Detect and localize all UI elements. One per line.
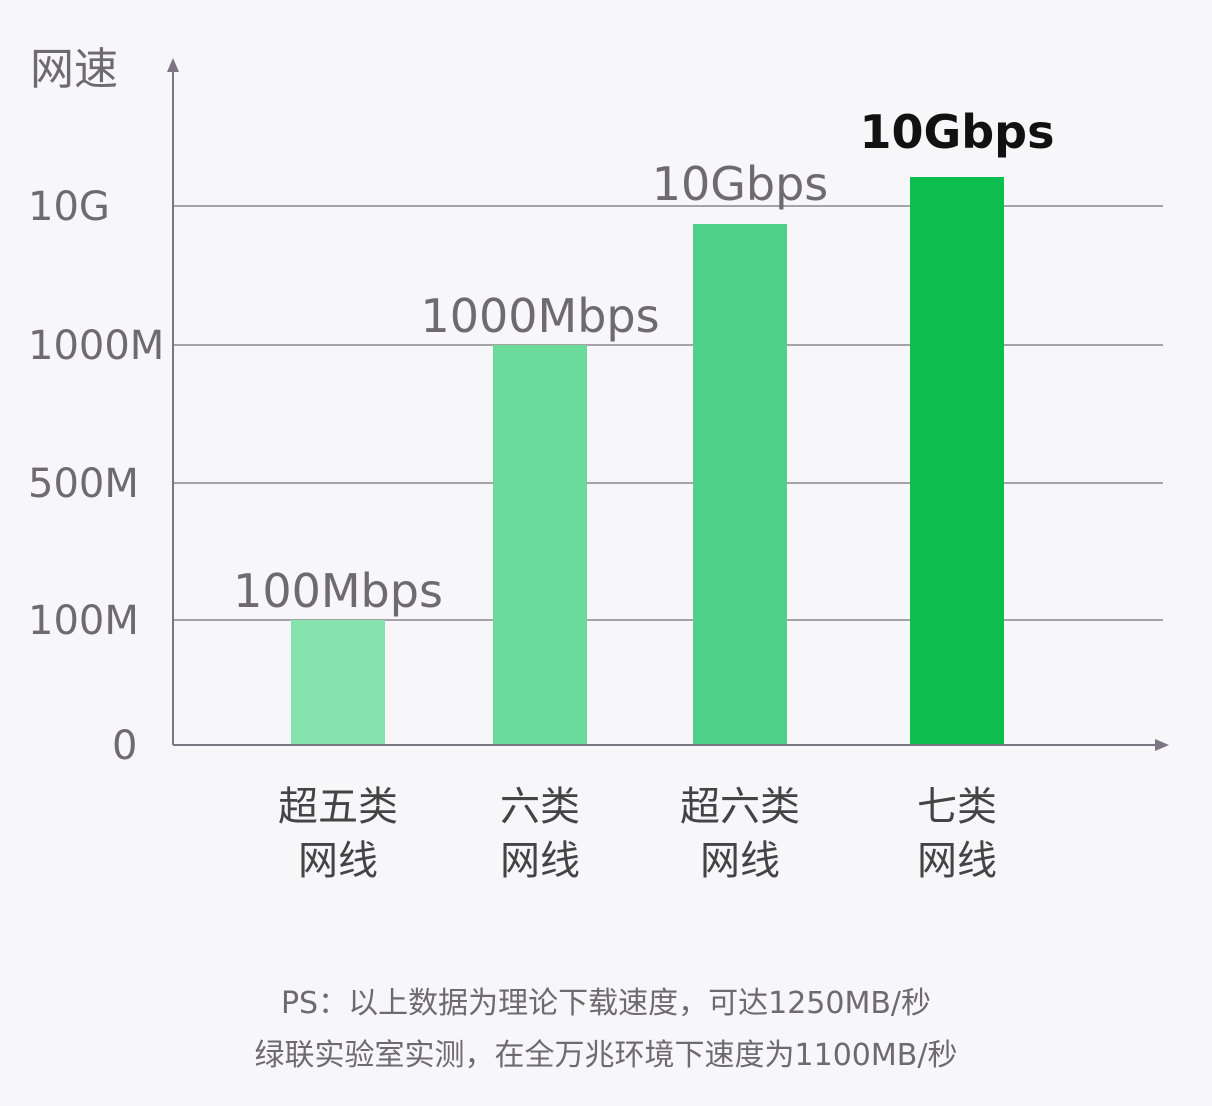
bar-value-label: 10Gbps [652,157,829,211]
footnote-line-1: PS：以上数据为理论下载速度，可达1250MB/秒 [280,986,932,1021]
y-tick-label: 0 [112,723,137,769]
bar-value-label: 1000Mbps [420,289,659,343]
x-category-label: 六类 [500,784,580,830]
y-axis-title: 网速 [30,44,118,95]
y-axis-arrow [167,58,179,72]
x-axis-arrow [1155,739,1169,751]
x-category-label: 网线 [700,838,780,884]
bar [291,620,385,745]
x-category-label: 超五类 [278,784,398,830]
y-tick-label: 500M [28,461,139,507]
x-category-label: 网线 [917,838,997,884]
bar [910,177,1004,745]
x-category-label: 网线 [298,838,378,884]
bar-value-label: 10Gbps [859,105,1054,159]
footnote-line-2: 绿联实验室实测，在全万兆环境下速度为1100MB/秒 [254,1038,958,1073]
x-category-label: 网线 [500,838,580,884]
bar [493,345,587,745]
y-tick-label: 1000M [28,323,164,369]
x-category-label: 超六类 [680,784,800,830]
x-category-label: 七类 [917,784,997,830]
y-tick-label: 10G [28,184,110,230]
bar [693,224,787,745]
bar-value-label: 100Mbps [233,564,443,618]
y-tick-label: 100M [28,598,139,644]
